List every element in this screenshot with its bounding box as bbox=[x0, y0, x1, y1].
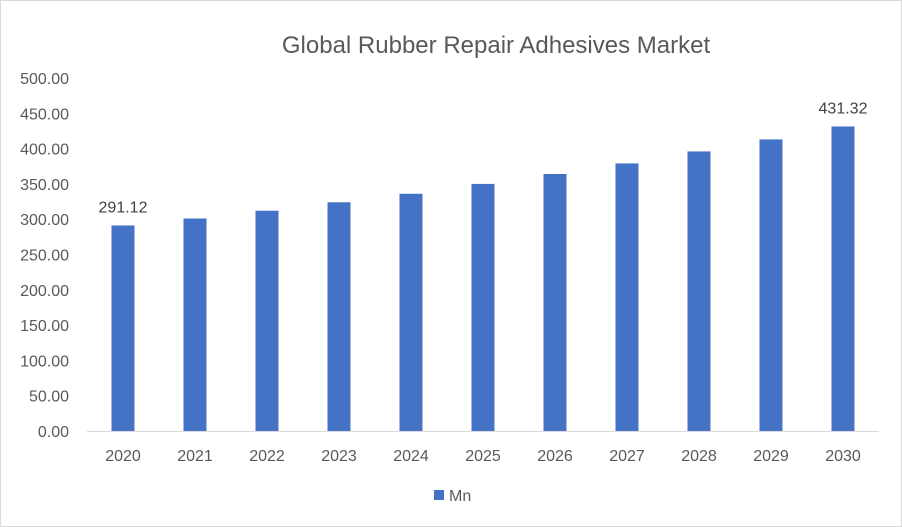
y-tick-label: 450.00 bbox=[20, 106, 69, 123]
y-tick-label: 100.00 bbox=[20, 353, 69, 370]
x-tick-label: 2026 bbox=[537, 448, 573, 465]
bar-2024 bbox=[399, 193, 423, 431]
x-tick-label: 2028 bbox=[681, 448, 717, 465]
data-label-2030: 431.32 bbox=[819, 100, 868, 117]
y-tick-label: 0.00 bbox=[38, 424, 69, 441]
bar-2022 bbox=[255, 210, 279, 431]
y-tick-label: 400.00 bbox=[20, 142, 69, 159]
bars bbox=[111, 126, 855, 432]
bar-2023 bbox=[327, 202, 351, 431]
data-label-2020: 291.12 bbox=[99, 199, 148, 216]
x-tick-label: 2022 bbox=[249, 448, 285, 465]
x-axis-ticks: 2020 2021 2022 2023 2024 2025 2026 2027 2028 2029… bbox=[105, 448, 861, 465]
bar-2030 bbox=[831, 126, 855, 431]
y-tick-label: 500.00 bbox=[20, 71, 69, 88]
x-tick-label: 2023 bbox=[321, 448, 357, 465]
y-tick-label: 250.00 bbox=[20, 248, 69, 265]
y-axis-ticks: 0.00 50.00 100.00 150.00 200.00 250.00 300.00 3… bbox=[20, 71, 69, 441]
bar-2026 bbox=[543, 174, 567, 432]
bar-2028 bbox=[687, 151, 711, 431]
legend: Mn bbox=[434, 488, 471, 505]
bar-2025 bbox=[471, 183, 495, 431]
x-tick-label: 2020 bbox=[105, 448, 141, 465]
x-tick-label: 2024 bbox=[393, 448, 429, 465]
y-tick-label: 350.00 bbox=[20, 177, 69, 194]
data-labels: 291.12 431.32 bbox=[99, 100, 868, 216]
y-tick-label: 300.00 bbox=[20, 212, 69, 229]
y-tick-label: 200.00 bbox=[20, 283, 69, 300]
legend-swatch-mn bbox=[434, 490, 444, 500]
x-tick-label: 2021 bbox=[177, 448, 213, 465]
y-tick-label: 50.00 bbox=[29, 389, 69, 406]
legend-label-mn: Mn bbox=[449, 488, 471, 505]
x-tick-label: 2025 bbox=[465, 448, 501, 465]
bar-2020 bbox=[111, 225, 135, 431]
x-tick-label: 2029 bbox=[753, 448, 789, 465]
x-tick-label: 2030 bbox=[825, 448, 861, 465]
x-tick-label: 2027 bbox=[609, 448, 645, 465]
bar-2021 bbox=[183, 218, 207, 431]
bar-2027 bbox=[615, 163, 639, 431]
chart-title: Global Rubber Repair Adhesives Market bbox=[282, 32, 711, 59]
bar-2029 bbox=[759, 139, 783, 431]
y-tick-label: 150.00 bbox=[20, 318, 69, 335]
